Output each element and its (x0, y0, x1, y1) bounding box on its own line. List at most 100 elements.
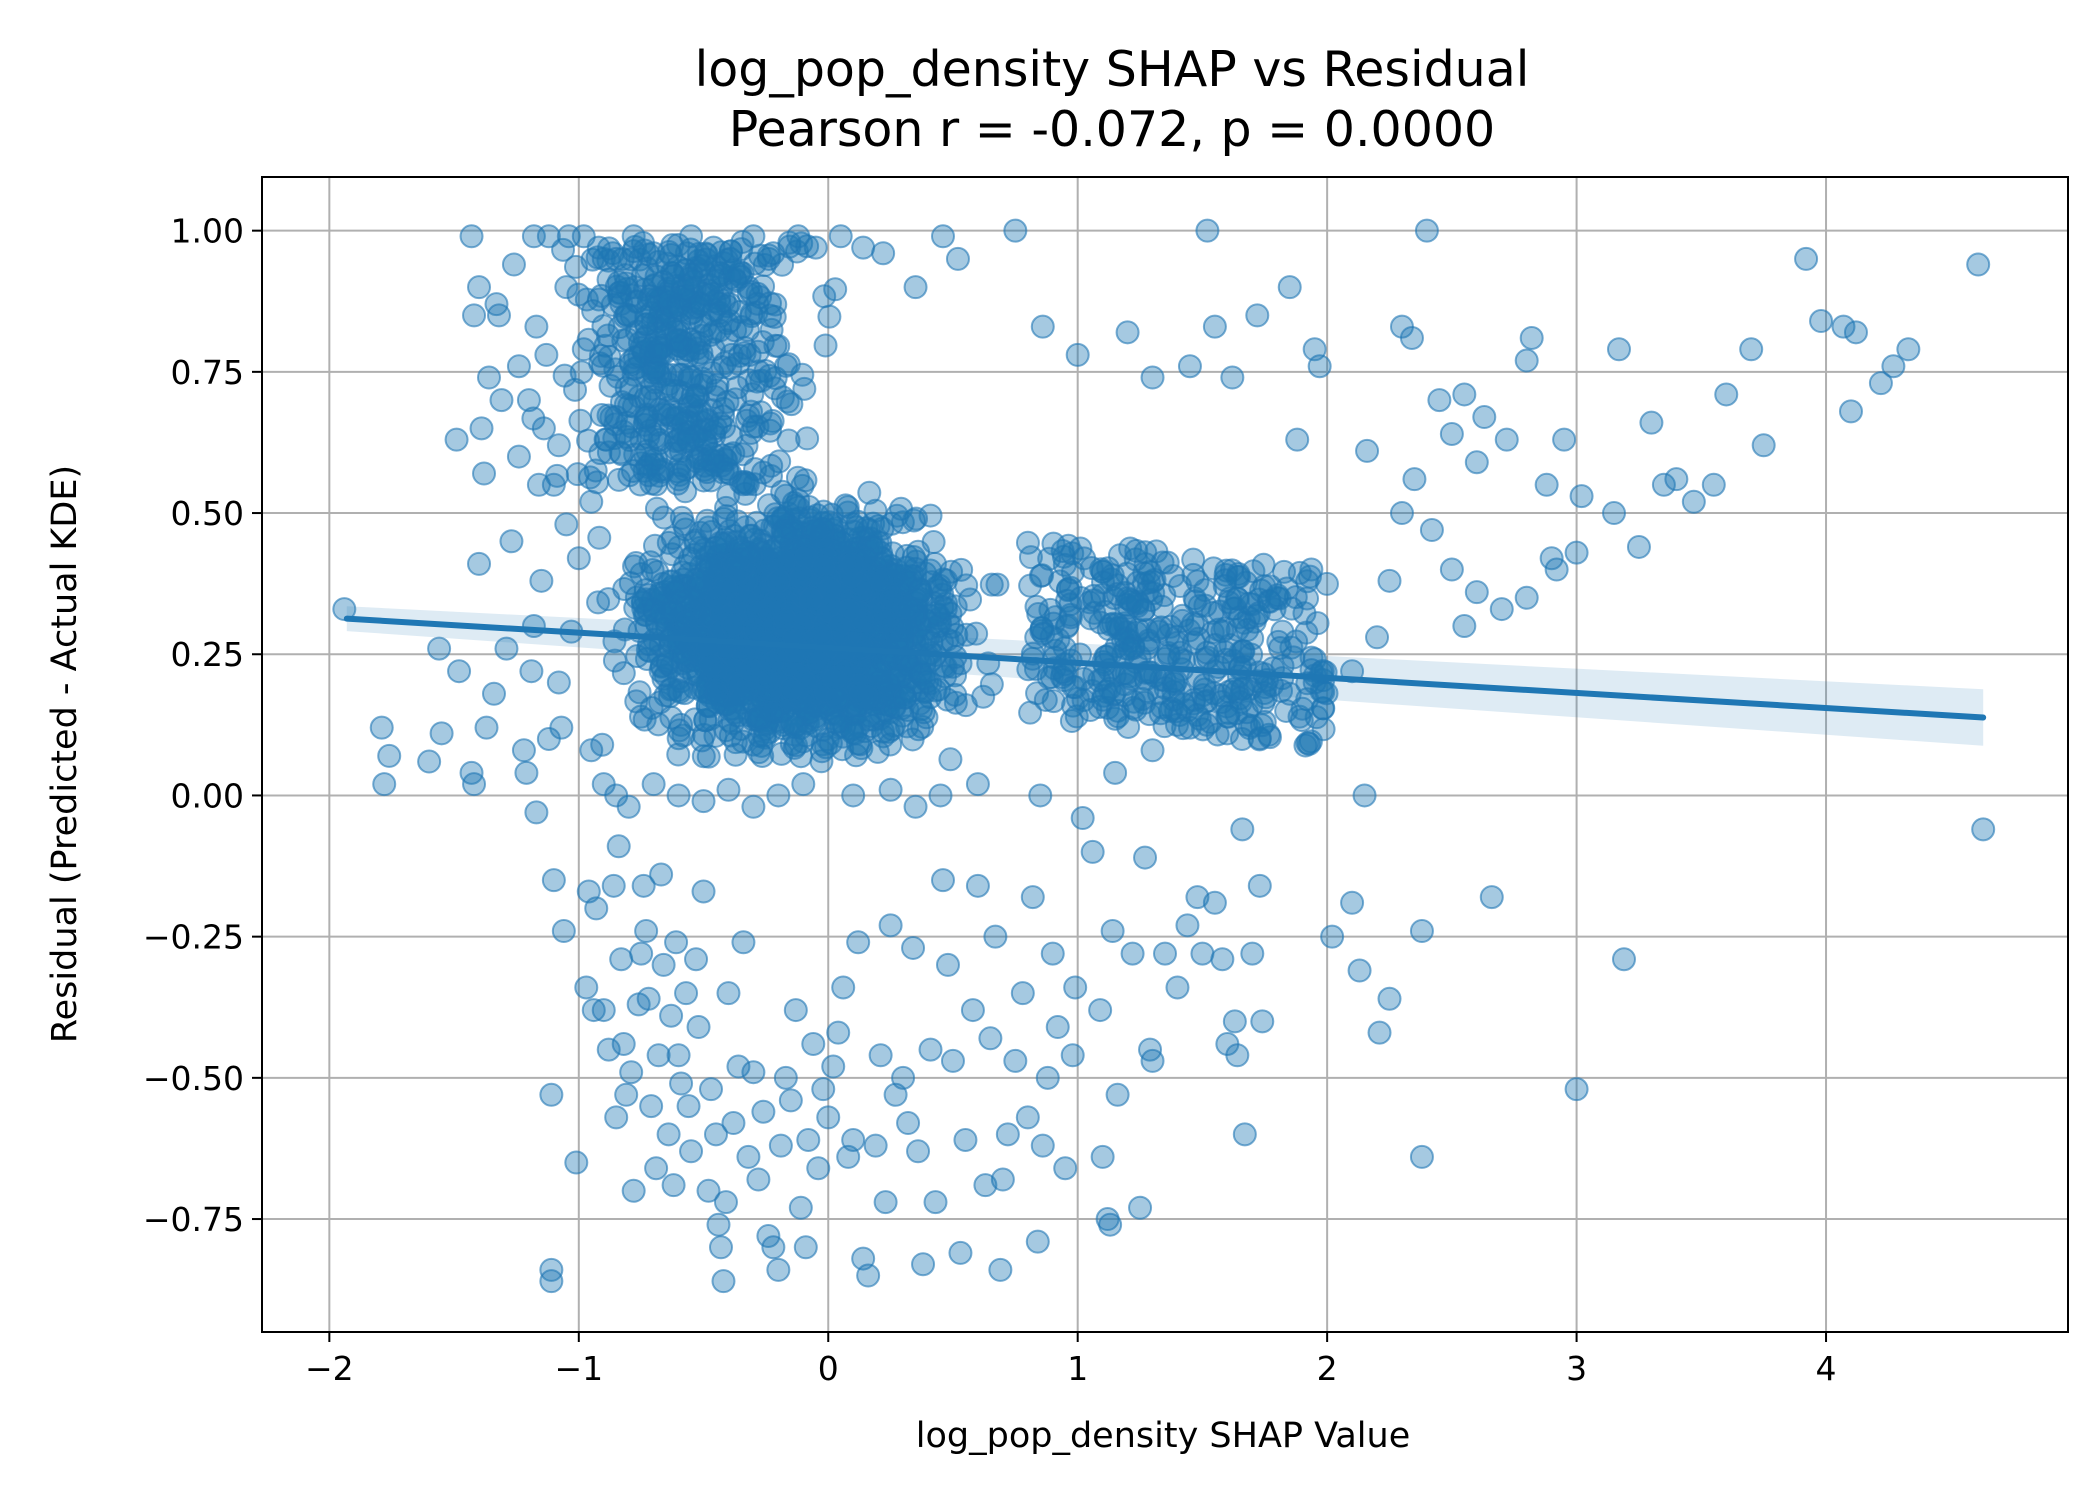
scatter-point (940, 1048, 965, 1073)
scatter-point (741, 794, 766, 819)
scatter-point (679, 1139, 704, 1164)
scatter-point (661, 1173, 686, 1198)
scatter-point-dense (728, 299, 753, 324)
scatter-point-dense (1026, 602, 1051, 627)
scatter-point-dense (812, 284, 837, 309)
scatter-point (871, 241, 896, 266)
scatter-point (978, 1026, 1003, 1051)
scatter-point (666, 1043, 691, 1068)
scatter-point-dense (841, 519, 866, 544)
scatter-point (684, 947, 709, 972)
scatter-point (1030, 1133, 1055, 1158)
scatter-point-dense (698, 553, 723, 578)
scatter-point (1971, 817, 1996, 842)
scatter-point (656, 1122, 681, 1147)
scatter-point-dense (938, 747, 963, 772)
scatter-point (1222, 1009, 1247, 1034)
scatter-point (751, 1099, 776, 1124)
scatter-point (1175, 913, 1200, 938)
scatter-point-dense (597, 344, 622, 369)
scatter-point (472, 461, 497, 486)
scatter-point-dense (698, 322, 723, 347)
scatter-point (948, 1240, 973, 1265)
scatter-point (1140, 365, 1165, 390)
scatter-point (746, 1167, 771, 1192)
scatter-point (1966, 252, 1991, 277)
scatter-point (1060, 1043, 1085, 1068)
scatter-point (1439, 421, 1464, 446)
scatter-point-dense (738, 657, 763, 682)
scatter-point (773, 1065, 798, 1090)
scatter-point (551, 918, 576, 943)
scatter-point-dense (1150, 695, 1175, 720)
y-tick-label: 0.75 (171, 353, 244, 392)
scatter-point (930, 868, 955, 893)
scatter-point (629, 941, 654, 966)
scatter-point-dense (660, 379, 685, 404)
scatter-point (579, 489, 604, 514)
scatter-point (486, 303, 511, 328)
scatter-point (1307, 354, 1332, 379)
scatter-point (868, 1043, 893, 1068)
y-tick-label: 0.50 (171, 494, 244, 533)
scatter-point-dense (642, 533, 667, 558)
scatter-point (1063, 975, 1088, 1000)
scatter-point-dense (813, 333, 838, 358)
scatter-point (788, 1195, 813, 1220)
scatter-point (721, 1111, 746, 1136)
scatter-point (1105, 1082, 1130, 1107)
scatter-point (1377, 568, 1402, 593)
scatter-point (736, 1144, 761, 1169)
scatter-point (721, 258, 746, 283)
y-axis-label: Residual (Predicted - Actual KDE) (45, 465, 85, 1043)
scatter-point (806, 1156, 831, 1181)
scatter-point-dense (739, 420, 764, 445)
scatter-point-dense (780, 517, 805, 542)
scatter-point (529, 568, 554, 593)
scatter-point-dense (666, 402, 691, 427)
scatter-point (928, 783, 953, 808)
scatter-point (891, 1065, 916, 1090)
scatter-point (634, 918, 659, 943)
scatter-point-dense (657, 569, 682, 594)
scatter-point-dense (589, 283, 614, 308)
scatter-point (821, 1054, 846, 1079)
scatter-point (741, 1060, 766, 1085)
scatter-point-dense (809, 739, 834, 764)
scatter-point (896, 1111, 921, 1136)
scatter-point (1534, 472, 1559, 497)
scatter-point (489, 388, 514, 413)
scatter-point-dense (685, 343, 710, 368)
scatter-point (444, 427, 469, 452)
scatter-point (621, 224, 646, 249)
scatter-point (1250, 1009, 1275, 1034)
scatter-point-dense (778, 677, 803, 702)
scatter-point (459, 224, 484, 249)
scatter-point (541, 472, 566, 497)
scatter-point (911, 1252, 936, 1277)
scatter-point (761, 1235, 786, 1260)
scatter-point (481, 681, 506, 706)
scatter-point (1202, 314, 1227, 339)
scatter-point-dense (857, 480, 882, 505)
scatter-point (539, 1269, 564, 1294)
scatter-point (1419, 517, 1444, 542)
scatter-point (571, 337, 596, 362)
scatter-point (664, 930, 689, 955)
scatter-point (641, 772, 666, 797)
scatter-point (930, 224, 955, 249)
scatter-point (1215, 704, 1240, 729)
scatter-point (1427, 388, 1452, 413)
scatter-point (691, 879, 716, 904)
scatter-point (1080, 839, 1105, 864)
scatter-point (1003, 1048, 1028, 1073)
scatter-point (467, 551, 492, 576)
scatter-point-dense (985, 572, 1010, 597)
scatter-point (676, 1094, 701, 1119)
scatter-point (1439, 557, 1464, 582)
scatter-point-dense (586, 590, 611, 615)
scatter-point (474, 715, 499, 740)
scatter-point (1489, 597, 1514, 622)
scatter-point (1220, 365, 1245, 390)
scatter-point (1464, 580, 1489, 605)
